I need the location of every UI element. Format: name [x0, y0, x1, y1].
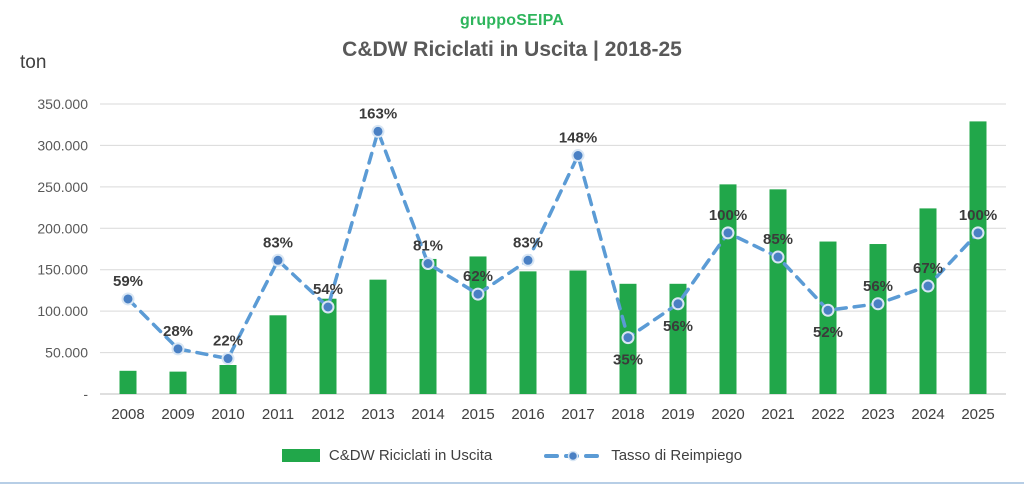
chart-title: C&DW Riciclati in Uscita | 2018-25: [342, 38, 682, 61]
pct-label-2014: 81%: [413, 238, 443, 255]
marker-2023: [871, 297, 885, 311]
y-tick-label: 200.000: [37, 220, 88, 236]
x-tick-label-2018: 2018: [611, 406, 644, 423]
bar-2024: [919, 208, 937, 394]
marker-2009: [171, 342, 185, 356]
x-tick-label-2015: 2015: [461, 406, 494, 423]
brand-logo-text: gruppoSEIPA: [459, 12, 565, 29]
bar-2012: [319, 298, 337, 394]
bar-2023: [869, 244, 887, 394]
bar-2017: [569, 270, 587, 394]
marker-2017: [571, 149, 585, 163]
bar-2016: [519, 271, 537, 394]
legend-item-bar-series: C&DW Riciclati in Uscita: [281, 447, 493, 464]
x-tick-label-2019: 2019: [661, 406, 694, 423]
x-tick-label-2023: 2023: [861, 406, 894, 423]
bar-series-swatch-icon: [281, 449, 320, 462]
x-tick-label-2010: 2010: [211, 406, 244, 423]
marker-2024: [921, 279, 935, 293]
bar-2019: [669, 283, 687, 394]
pct-label-2020: 100%: [709, 207, 747, 224]
pct-label-2019: 56%: [663, 318, 693, 335]
y-tick-label: 300.000: [37, 137, 88, 153]
bar-2008: [119, 370, 137, 394]
x-tick-label-2011: 2011: [262, 406, 294, 423]
bar-2010: [219, 365, 237, 394]
x-tick-label-2012: 2012: [311, 406, 344, 423]
bar-2021: [769, 189, 787, 394]
y-tick-label: 150.000: [37, 262, 88, 278]
x-tick-label-2021: 2021: [761, 406, 794, 423]
y-tick-label: 50.000: [45, 345, 88, 361]
marker-2018: [621, 331, 635, 345]
pct-label-2009: 28%: [163, 323, 193, 340]
pct-label-2008: 59%: [113, 273, 143, 290]
y-axis-unit-label: ton: [20, 52, 47, 73]
marker-2011: [271, 253, 285, 267]
y-tick-label: 250.000: [37, 179, 88, 195]
y-tick-label: 350.000: [37, 96, 88, 112]
x-tick-label-2025: 2025: [961, 406, 994, 423]
bar-2022: [819, 241, 837, 394]
y-tick-label: 100.000: [37, 303, 88, 319]
chart-legend: C&DW Riciclati in Uscita Tasso di Reimpi…: [0, 447, 1024, 464]
chart-plot-area: - 50.000 100.000 150.000 200.000 250.000 300.0…: [37, 96, 1006, 423]
bar-2014: [419, 258, 437, 394]
pct-label-2018: 35%: [613, 352, 643, 369]
x-tick-label-2009: 2009: [161, 406, 194, 423]
marker-2010: [221, 352, 235, 366]
line-series-swatch-icon: [544, 450, 603, 461]
legend-item-line-series: Tasso di Reimpiego: [544, 447, 742, 464]
reuse-rate-line: [126, 129, 980, 361]
bar-2009: [169, 371, 187, 394]
marker-2020: [721, 226, 735, 240]
bar-2025: [969, 121, 987, 395]
marker-2014: [421, 257, 435, 270]
marker-2022: [821, 303, 835, 317]
y-tick-label: -: [83, 386, 88, 402]
legend-line-label: Tasso di Reimpiego: [611, 447, 743, 464]
x-tick-label-2008: 2008: [111, 406, 144, 423]
marker-2019: [671, 297, 685, 311]
x-tick-label-2022: 2022: [811, 406, 844, 423]
x-tick-label-2014: 2014: [411, 406, 444, 423]
pct-label-2015: 62%: [463, 268, 493, 285]
marker-2012: [321, 300, 335, 314]
bottom-divider: [0, 482, 1024, 484]
x-tick-label-2020: 2020: [711, 406, 744, 423]
marker-2008: [121, 292, 135, 306]
bar-2013: [369, 279, 387, 394]
legend-bar-label: C&DW Riciclati in Uscita: [328, 447, 493, 464]
pct-label-2016: 83%: [513, 234, 543, 251]
pct-label-2023: 56%: [863, 278, 893, 295]
pct-label-2010: 22%: [213, 333, 243, 350]
marker-2015: [471, 287, 485, 301]
x-tick-label-2016: 2016: [511, 406, 544, 423]
marker-2013: [371, 124, 385, 138]
pct-label-2022: 52%: [813, 324, 843, 341]
marker-2025: [971, 226, 985, 240]
marker-2016: [521, 253, 535, 267]
pct-label-2017: 148%: [559, 130, 597, 147]
bar-2011: [269, 315, 287, 394]
x-tick-label-2013: 2013: [361, 406, 394, 423]
pct-label-2024: 67%: [913, 260, 943, 277]
pct-label-2021: 85%: [763, 231, 793, 248]
marker-2021: [771, 250, 785, 264]
x-tick-label-2024: 2024: [911, 406, 944, 423]
pct-label-2013: 163%: [359, 105, 397, 122]
x-tick-label-2017: 2017: [561, 406, 594, 423]
pct-label-2012: 54%: [313, 281, 343, 298]
pct-label-2025: 100%: [959, 207, 997, 224]
pct-label-2011: 83%: [263, 234, 293, 251]
